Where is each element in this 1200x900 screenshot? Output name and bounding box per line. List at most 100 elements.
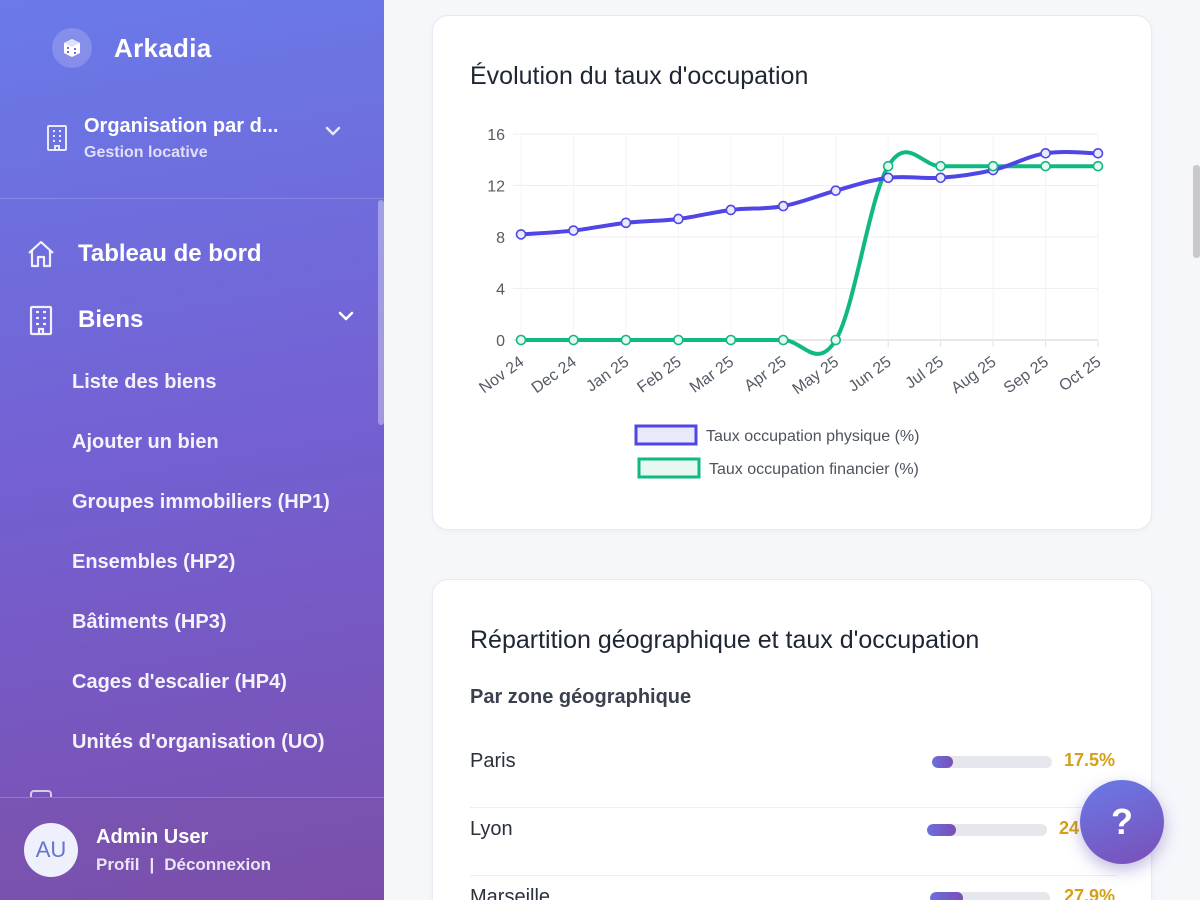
sidebar-subitem-unites-organisation[interactable]: Unités d'organisation (UO) [72,731,325,753]
cube-logo-icon [52,28,92,68]
data-point-0 [725,204,737,216]
data-point-1 [1040,160,1051,172]
data-point-1 [1092,160,1104,172]
organisation-subtitle: Gestion locative [84,143,208,161]
zone-progress-bar [930,892,1050,900]
data-point-1 [777,334,789,346]
x-tick-label: Jun 25 [846,353,895,395]
series-line-0 [520,149,1099,237]
legend-swatch-1 [637,457,701,479]
card-title: Répartition géographique et taux d'occup… [470,626,980,654]
occupation-line-chart: 0 4 8 12 16 Nov 24 Dec 24 Jan 25 Feb 25 Mar 25 Apr… [476,127,1104,479]
data-point-0 [568,225,579,236]
data-point-0 [882,172,894,184]
y-tick-label: 16 [487,127,505,144]
sidebar-scrollbar[interactable] [378,200,384,425]
x-tick-label: Feb 25 [634,353,684,396]
x-tick-label: Sep 25 [1001,353,1052,397]
organisation-switcher[interactable]: Organisation par d... Gestion locative [42,108,342,168]
x-tick-label: Dec 24 [529,353,580,397]
data-point-0 [935,172,946,184]
sidebar-item-biens[interactable]: Biens [24,295,364,345]
user-panel: AU Admin User Profil | Déconnexion [0,797,384,900]
x-tick-label: Oct 25 [1056,353,1104,395]
building-icon [24,303,58,337]
profile-link[interactable]: Profil [96,855,140,874]
data-point-1 [987,160,999,172]
chevron-down-icon [336,309,356,328]
x-tick-label: Aug 25 [948,353,999,397]
organisation-name: Organisation par d... [84,114,279,137]
zone-name: Lyon [470,818,513,840]
data-point-0 [620,217,632,229]
chevron-down-icon [324,124,342,142]
data-point-1 [568,334,579,346]
user-name: Admin User [96,826,209,848]
legend-label-0: Taux occupation physique (%) [706,428,919,445]
home-icon [24,237,58,271]
geographic-distribution-card: Répartition géographique et taux d'occup… [432,579,1152,900]
zone-row: Lyon 24 [470,808,1116,876]
avatar[interactable]: AU [24,823,78,877]
sidebar-subitem-cages-escalier[interactable]: Cages d'escalier (HP4) [72,671,287,693]
x-tick-label: Apr 25 [741,353,789,395]
data-point-1 [673,334,684,346]
zone-name: Paris [470,750,516,772]
building-icon [42,123,72,153]
help-button[interactable]: ? [1080,780,1164,864]
zone-subheading: Par zone géographique [470,686,692,708]
x-tick-label: Nov 24 [476,353,527,397]
zone-name: Marseille [470,886,551,900]
data-point-0 [515,229,527,240]
sidebar: Arkadia Organisation par d... Gestion lo… [0,0,384,900]
x-tick-label: May 25 [790,353,843,398]
y-tick-label: 0 [496,333,505,350]
card-title: Évolution du taux d'occupation [470,62,809,90]
page-scrollbar[interactable] [1193,165,1200,258]
x-tick-label: Jan 25 [583,353,632,395]
zone-row: Paris 17.5% [470,740,1116,808]
data-point-1 [882,160,894,172]
data-point-1 [830,334,842,346]
occupation-chart-card: Évolution du taux d'occupation 0 4 8 12 16 No… [432,15,1152,530]
data-point-0 [777,200,789,212]
zone-percent: 24 [1059,818,1080,838]
sidebar-subitem-batiments[interactable]: Bâtiments (HP3) [72,611,227,633]
x-tick-label: Jul 25 [902,353,947,392]
sidebar-subitem-ensembles[interactable]: Ensembles (HP2) [72,551,236,573]
legend-label-1: Taux occupation financier (%) [709,461,919,478]
zone-progress-bar [932,756,1052,768]
sidebar-subitem-ajouter-bien[interactable]: Ajouter un bien [72,431,219,453]
logout-link[interactable]: Déconnexion [164,855,271,874]
y-tick-label: 12 [487,179,505,196]
brand-name: Arkadia [114,32,212,63]
zone-row: Marseille 27.9% [470,876,1116,900]
data-point-0 [673,213,684,225]
zone-percent: 27.9% [1064,886,1116,900]
zone-progress-bar [927,824,1047,836]
data-point-1 [935,160,946,172]
data-point-0 [1040,148,1051,159]
sidebar-subitem-groupes-immobiliers[interactable]: Groupes immobiliers (HP1) [72,491,330,513]
zone-progress-fill [932,756,953,768]
zone-percent: 17.5% [1064,750,1116,770]
zone-progress-fill [927,824,956,836]
data-point-0 [1092,148,1104,159]
sidebar-subitem-liste-biens[interactable]: Liste des biens [72,371,217,393]
sidebar-divider [0,198,384,199]
series-line-1 [521,150,1098,356]
data-point-0 [830,185,842,196]
zone-progress-fill [930,892,964,900]
data-point-1 [515,334,527,346]
link-separator: | [149,855,155,874]
sidebar-item-label: Biens [78,306,144,333]
data-point-1 [725,334,737,346]
data-point-1 [620,334,632,346]
brand[interactable]: Arkadia [52,28,211,68]
sidebar-item-label: Tableau de bord [78,240,262,267]
x-tick-label: Mar 25 [687,353,737,396]
y-tick-label: 8 [496,230,505,247]
y-tick-label: 4 [496,282,505,299]
sidebar-item-dashboard[interactable]: Tableau de bord [24,229,364,279]
legend-swatch-0 [634,424,698,446]
